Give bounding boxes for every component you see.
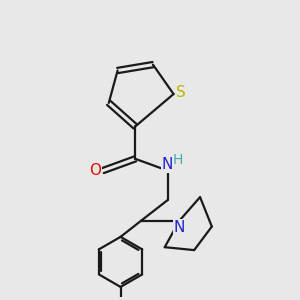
Text: O: O: [89, 163, 101, 178]
Text: N: N: [162, 157, 173, 172]
Text: H: H: [173, 153, 183, 167]
Text: S: S: [176, 85, 186, 100]
Text: N: N: [174, 220, 185, 235]
